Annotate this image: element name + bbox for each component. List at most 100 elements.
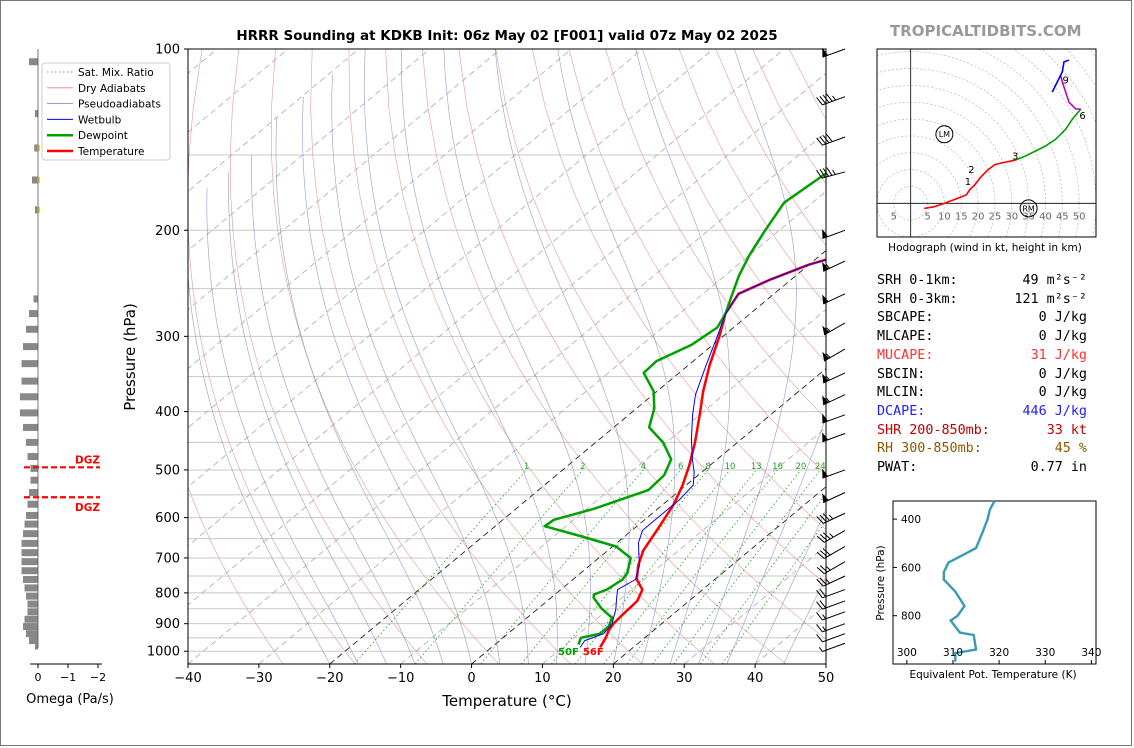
param-label: PWAT: [877, 460, 918, 476]
barb-flag [822, 413, 829, 424]
mixing-ratio-label: 16 [772, 462, 783, 472]
mixing-ratio-label: 20 [796, 462, 807, 472]
omega-bar [32, 176, 38, 184]
param-label: RH 300-850mb: [877, 441, 982, 457]
barb-full [822, 513, 830, 521]
barb-full [816, 551, 825, 559]
barb-half [826, 327, 831, 332]
barb-flag [822, 395, 829, 405]
barb-full [826, 93, 833, 102]
isotherm [400, 309, 826, 664]
barb-full [816, 535, 825, 543]
omega-bar [23, 530, 38, 538]
temperature-profile [599, 258, 826, 648]
eqpt-frame [892, 500, 1097, 665]
dry-adiabat [229, 49, 428, 664]
param-row: SRH 0-3km: 121 m²s⁻² [877, 291, 1087, 310]
wind-barb [818, 642, 846, 652]
barb-full [816, 578, 824, 587]
omega-bar [29, 310, 38, 318]
dewpoint-profile [543, 171, 826, 646]
barb-staff [823, 546, 846, 559]
omega-bar [26, 438, 38, 446]
omega-bar [26, 511, 38, 519]
pseudoadiabat [206, 187, 359, 664]
dry-adiabat [458, 49, 826, 640]
pseudoadiabat [364, 49, 529, 664]
barb-half [825, 578, 830, 584]
param-label: MLCIN: [877, 385, 926, 401]
hodo-ring-label: 10 [938, 211, 951, 222]
barb-full [816, 601, 823, 610]
dry-adiabat [385, 49, 715, 664]
pseudoadiabat [251, 154, 416, 664]
omega-bar [29, 488, 38, 496]
barb-staff [823, 529, 846, 543]
wind-barb [822, 260, 846, 272]
mixing-ratio-label: 8 [705, 462, 710, 472]
legend-label: Dry Adiabats [78, 83, 146, 95]
x-tick-label: 40 [747, 671, 764, 686]
isotherm [188, 49, 360, 192]
wind-barb [816, 561, 846, 575]
barb-half [829, 533, 834, 538]
mixing-ratio-line [603, 469, 757, 664]
pseudoadiabat [783, 576, 826, 664]
wind-barb [816, 512, 846, 524]
omega-bar [27, 608, 38, 616]
wind-barb [822, 322, 846, 336]
omega-panel: 0 −1 −2 DGZ DGZ [20, 49, 106, 684]
wind-barb [816, 529, 846, 543]
param-label: SBCIN: [877, 366, 926, 382]
omega-bar [23, 575, 38, 583]
dry-adiabat [678, 49, 826, 306]
barb-half [825, 397, 830, 403]
dry-adiabat [348, 49, 643, 664]
param-value: 49 m²s⁻² [1022, 273, 1088, 288]
param-label: SBCAPE: [877, 310, 934, 326]
param-row: SBCIN: 0 J/kg [877, 366, 1087, 385]
theta-e-chart: 300 310 320 330 340 400 600 800 [892, 500, 1101, 665]
barb-full [816, 516, 824, 524]
eqpt-xlabel: Equivalent Pot. Temperature (K) [909, 669, 1076, 681]
omega-bar [27, 453, 38, 461]
pseudoadiabat [698, 49, 797, 664]
isotherm [188, 49, 714, 488]
eqpt-x-tick-label: 340 [1081, 647, 1101, 659]
hodo-ring-label: 25 [989, 211, 1002, 222]
isotherm [683, 545, 826, 664]
y-tick-label: 1000 [147, 645, 180, 660]
barb-full [822, 532, 831, 540]
eqpt-y-tick-label: 400 [901, 514, 921, 526]
x-tick-label: 0 [467, 671, 475, 686]
barb-full [816, 612, 823, 621]
barb-half [822, 614, 827, 620]
barb-staff [822, 48, 846, 58]
barb-full [819, 550, 828, 558]
barb-full [819, 95, 827, 105]
hodo-ring-label: 20 [972, 211, 985, 222]
mixing-ratio-label: 2 [580, 462, 585, 472]
omega-tick-label: −1 [60, 671, 76, 684]
pseudoadiabat [331, 73, 501, 664]
hodo-ring-label: 5 [924, 211, 930, 222]
legend-label: Wetbulb [78, 114, 122, 126]
dgz-label: DGZ [75, 454, 100, 466]
eqpt-y-tick-label: 600 [901, 562, 921, 574]
legend-box [41, 62, 171, 161]
barb-half [828, 514, 834, 520]
param-value: 446 J/kg [1022, 403, 1088, 419]
isotherm [188, 49, 572, 370]
pseudoadiabat [188, 270, 331, 664]
storm-motion-label: RM [1022, 204, 1035, 213]
storm-motion-marker [935, 125, 954, 144]
barb-staff [822, 469, 846, 479]
omega-bar [27, 500, 38, 508]
param-value: 121 m²s⁻² [1014, 291, 1087, 307]
x-tick-label: 50 [818, 671, 835, 686]
param-row: SRH 0-1km: 49 m²s⁻² [877, 272, 1087, 291]
hodo-ring-label: 30 [1005, 211, 1018, 222]
barb-half [826, 566, 831, 571]
barb-full [819, 600, 827, 609]
